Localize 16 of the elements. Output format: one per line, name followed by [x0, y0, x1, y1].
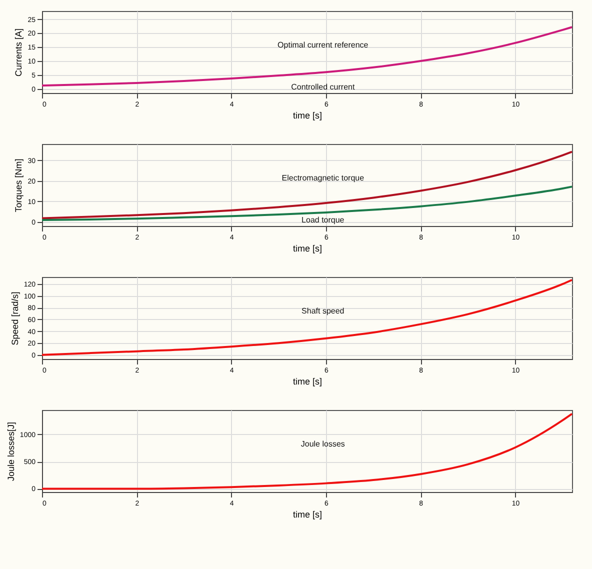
x-axis-title: time [s]: [292, 110, 322, 120]
line-series: [41, 412, 573, 490]
annotation: Shaft speed: [302, 306, 344, 316]
annotation: Controlled current: [291, 82, 356, 92]
x-axis-title: time [s]: [292, 376, 322, 386]
annotation: Optimal current reference: [278, 40, 369, 50]
y-axis-title: Currents [A]: [14, 28, 24, 77]
line-series: [41, 278, 573, 356]
annotation: Load torque: [302, 215, 345, 224]
y-axis-title: Joule losses[J]: [6, 422, 16, 482]
x-axis-title: time [s]: [292, 244, 322, 254]
y-axis-title: Torques [Nm]: [14, 158, 24, 212]
annotation: Joule losses: [300, 439, 345, 448]
x-axis-title: time [s]: [292, 510, 322, 520]
y-axis-title: Speed [rad/s]: [10, 292, 20, 346]
annotation: Electromagnetic torque: [282, 173, 365, 182]
